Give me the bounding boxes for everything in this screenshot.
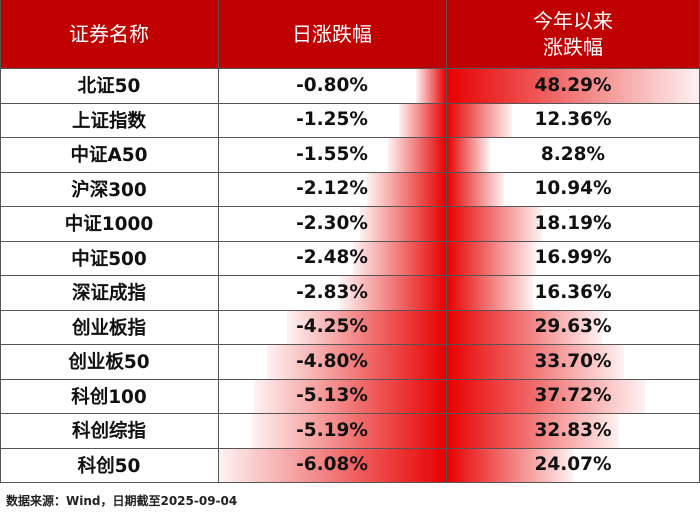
ytd-change-cell: 10.94%: [534, 178, 612, 200]
row-divider: [0, 309, 700, 311]
daily-change-cell: -1.55%: [296, 143, 368, 165]
security-name-cell: 深证成指: [71, 283, 146, 305]
daily-change-cell: -1.25%: [296, 109, 368, 131]
daily-change-cell: -6.08%: [296, 454, 368, 476]
header-ytd-change: 今年以来 涨跌幅: [446, 0, 700, 68]
row-divider: [0, 275, 700, 276]
ytd-change-cell: 33.70%: [534, 350, 612, 372]
security-name-cell: 中证A50: [70, 145, 148, 167]
daily-change-cell: -5.19%: [296, 419, 368, 441]
performance-table: 证券名称 日涨跌幅 今年以来 涨跌幅 北证50 -0.80% 48.29% 上证指数 -…: [0, 0, 700, 483]
security-name-cell: 上证指数: [71, 110, 146, 132]
security-name-cell: 科创100: [71, 386, 147, 408]
source-note: 数据来源：Wind，日期截至2025-09-04: [6, 494, 238, 508]
row-divider: [0, 344, 700, 345]
ytd-change-cell: 32.83%: [534, 419, 612, 441]
row-divider: [0, 240, 700, 242]
daily-change-cell: -0.80%: [296, 74, 368, 96]
ytd-change-cell: 16.36%: [534, 281, 612, 303]
ytd-change-cell: 29.63%: [534, 316, 612, 338]
row-divider: [0, 378, 700, 380]
ytd-change-cell: 48.29%: [534, 74, 612, 96]
row-divider: [0, 413, 700, 414]
security-name-cell: 创业板50: [68, 352, 150, 374]
row-divider: [0, 447, 700, 449]
ytd-change-cell: 12.36%: [534, 109, 612, 131]
daily-change-cell: -2.30%: [296, 212, 368, 234]
security-name-cell: 中证500: [71, 248, 147, 270]
ytd-change-cell: 24.07%: [534, 454, 612, 476]
row-divider: [0, 102, 700, 104]
security-name-cell: 中证1000: [64, 214, 154, 236]
ytd-change-cell: 37.72%: [534, 385, 612, 407]
row-divider: [0, 68, 700, 69]
daily-change-cell: -2.48%: [296, 247, 368, 269]
row-divider: [0, 137, 700, 138]
ytd-change-cell: 16.99%: [534, 247, 612, 269]
daily-change-cell: -4.80%: [296, 350, 368, 372]
security-name-cell: 科创50: [77, 455, 141, 477]
daily-change-cell: -4.25%: [296, 316, 368, 338]
ytd-change-cell: 8.28%: [540, 143, 606, 165]
security-name-cell: 沪深300: [71, 179, 147, 201]
daily-change-cell: -2.12%: [296, 178, 368, 200]
security-name-cell: 创业板指: [71, 317, 146, 339]
row-divider: [0, 482, 700, 483]
header-name: 证券名称: [0, 0, 218, 68]
security-name-cell: 北证50: [77, 76, 141, 98]
row-divider: [0, 206, 700, 207]
ytd-change-cell: 18.19%: [534, 212, 612, 234]
security-name-cell: 科创综指: [71, 421, 146, 443]
daily-change-cell: -2.83%: [296, 281, 368, 303]
daily-change-cell: -5.13%: [296, 385, 368, 407]
header-daily-change: 日涨跌幅: [218, 0, 446, 68]
row-divider: [0, 171, 700, 173]
